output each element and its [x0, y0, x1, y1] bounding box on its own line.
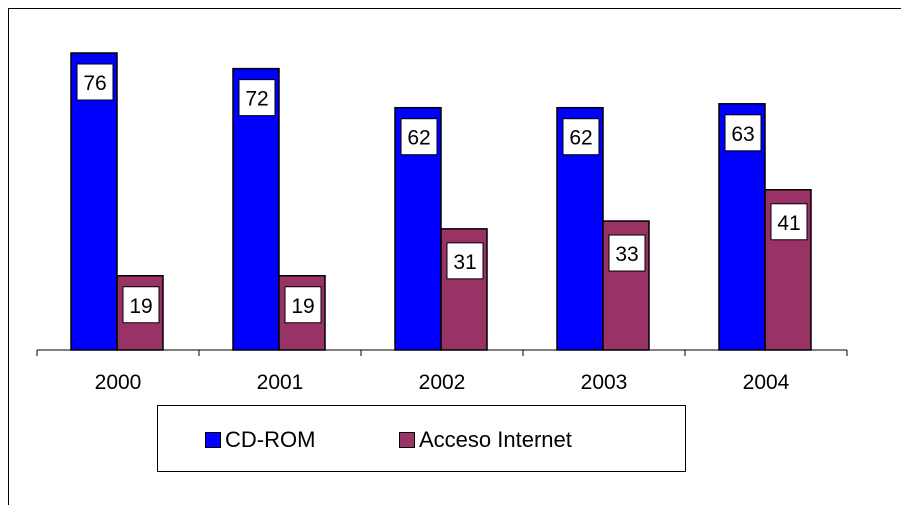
- data-label-acceso-internet-2002: 31: [453, 251, 476, 274]
- legend-label-acceso-internet: Acceso Internet: [419, 427, 572, 452]
- chart-frame: [8, 8, 901, 505]
- category-label-2001: 2001: [257, 371, 304, 394]
- data-label-cd-rom-2000: 76: [83, 72, 106, 95]
- legend-item-cd-rom: CD-ROM: [205, 427, 315, 453]
- data-label-box-acceso-internet-2003: [608, 234, 646, 272]
- legend-item-acceso-internet: Acceso Internet: [399, 427, 572, 453]
- legend-label-cd-rom: CD-ROM: [225, 427, 316, 452]
- data-label-box-cd-rom-2002: [400, 118, 438, 156]
- category-labels-layer: 2000 2001 2002 2003 2004: [95, 371, 790, 394]
- data-label-acceso-internet-2003: 33: [615, 243, 638, 266]
- data-label-acceso-internet-2004: 41: [777, 212, 800, 235]
- data-label-box-cd-rom-2001: [238, 79, 276, 117]
- data-label-cd-rom-2003: 62: [569, 127, 592, 150]
- data-label-box-cd-rom-2003: [562, 118, 600, 156]
- legend-swatch-acceso-internet: [399, 432, 415, 448]
- data-label-box-acceso-internet-2001: [284, 286, 322, 324]
- data-labels-layer: 76 19 72 19 62 31 62 33 63 41: [76, 63, 808, 324]
- category-label-2004: 2004: [743, 371, 790, 394]
- category-label-2003: 2003: [581, 371, 628, 394]
- data-label-box-acceso-internet-2004: [770, 203, 808, 241]
- data-label-cd-rom-2002: 62: [407, 127, 430, 150]
- data-label-cd-rom-2001: 72: [245, 88, 268, 111]
- category-label-2002: 2002: [419, 371, 466, 394]
- category-label-2000: 2000: [95, 371, 142, 394]
- data-label-box-acceso-internet-2002: [446, 242, 484, 280]
- data-label-acceso-internet-2000: 19: [129, 295, 152, 318]
- data-label-box-acceso-internet-2000: [122, 286, 160, 324]
- data-label-cd-rom-2004: 63: [731, 123, 754, 146]
- bar-cd-rom-2000: [70, 52, 118, 351]
- data-label-acceso-internet-2001: 19: [291, 295, 314, 318]
- data-label-box-cd-rom-2000: [76, 63, 114, 101]
- legend: CD-ROM Acceso Internet: [157, 405, 686, 472]
- data-label-box-cd-rom-2004: [724, 114, 762, 152]
- bars-layer: [70, 52, 812, 351]
- legend-swatch-cd-rom: [205, 432, 221, 448]
- x-axis: [36, 349, 848, 356]
